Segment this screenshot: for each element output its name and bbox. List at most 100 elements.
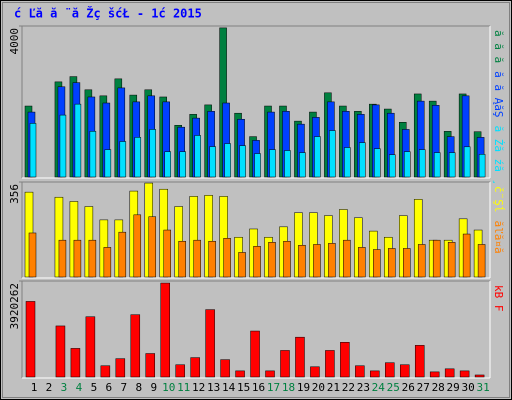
bar <box>400 364 410 378</box>
x-tick-label: 10 <box>162 381 175 394</box>
bar <box>25 301 36 378</box>
bar <box>265 370 275 378</box>
bar <box>478 154 486 178</box>
bar <box>359 142 366 178</box>
legend-entry: č¨Şĺ <box>492 186 505 213</box>
bar <box>254 153 261 178</box>
bar <box>344 147 351 178</box>
bar <box>149 129 157 178</box>
x-tick-label: 26 <box>402 381 415 394</box>
legend-entry: ă Źă źă ¸ <box>492 125 505 185</box>
bar <box>73 239 82 278</box>
bar <box>55 325 66 378</box>
x-tick-label: 4 <box>76 381 83 394</box>
bar <box>417 244 426 278</box>
x-tick-label: 3 <box>61 381 68 394</box>
bar <box>374 148 381 178</box>
bar <box>370 370 380 378</box>
legend-entry: ă ă ĄăŞ <box>492 71 505 117</box>
bar <box>474 374 485 378</box>
bar <box>477 244 486 278</box>
bar <box>253 246 261 278</box>
bar <box>29 123 37 178</box>
bar <box>429 371 440 378</box>
y-tick-label: 4000 <box>8 28 21 55</box>
bar <box>313 244 321 278</box>
bar <box>178 240 186 278</box>
bar <box>373 249 381 278</box>
bar <box>343 239 351 278</box>
bar <box>444 368 455 378</box>
bar <box>355 365 365 378</box>
bar <box>28 232 37 278</box>
bar <box>447 242 456 278</box>
x-tick-label: 7 <box>121 381 128 394</box>
x-tick-label: 15 <box>237 381 250 394</box>
bar <box>329 130 336 178</box>
bar <box>59 114 67 178</box>
bar <box>103 247 112 278</box>
x-tick-label: 31 <box>476 381 489 394</box>
bar <box>194 135 201 178</box>
x-tick-label: 23 <box>357 381 370 394</box>
bar <box>179 151 186 178</box>
bar <box>160 282 170 378</box>
x-tick-label: 20 <box>312 381 325 394</box>
x-tick-label: 30 <box>462 381 475 394</box>
bar <box>133 214 142 278</box>
bar <box>104 149 112 178</box>
bar <box>238 252 246 278</box>
bar <box>145 353 156 378</box>
bar <box>58 239 67 278</box>
x-tick-label: 5 <box>91 381 98 394</box>
bar <box>208 240 216 278</box>
bar <box>175 364 185 378</box>
bar <box>389 154 396 178</box>
x-tick-label: 25 <box>387 381 400 394</box>
bar <box>403 248 411 278</box>
x-tick-label: 6 <box>106 381 113 394</box>
x-tick-label: 24 <box>372 381 386 394</box>
bar <box>70 348 81 378</box>
bar <box>295 336 305 378</box>
bar <box>299 152 306 178</box>
bar <box>268 242 276 278</box>
bar <box>463 146 471 178</box>
bar <box>283 240 291 278</box>
bar <box>284 150 291 178</box>
x-tick-label: 13 <box>207 381 220 394</box>
bar <box>193 239 201 278</box>
x-tick-label: 27 <box>417 381 430 394</box>
legend-entry: ă ă ă <box>492 30 505 63</box>
bar <box>118 231 127 278</box>
bar <box>459 370 470 378</box>
bar <box>209 146 216 178</box>
bar <box>358 247 366 278</box>
bar <box>119 141 127 178</box>
bar <box>74 103 82 178</box>
bar <box>328 243 336 278</box>
x-tick-label: 29 <box>447 381 460 394</box>
x-tick-label: 12 <box>192 381 205 394</box>
x-tick-label: 18 <box>282 381 295 394</box>
bar <box>85 316 96 378</box>
bar <box>163 229 171 278</box>
bar <box>235 370 245 378</box>
chart-title: ć Ľă ă ¨ă Žç šćŁ - 1ć 2015 <box>14 6 202 21</box>
bar <box>130 314 141 378</box>
bar <box>205 309 215 378</box>
bar <box>269 149 276 178</box>
x-tick-label: 11 <box>177 381 190 394</box>
bar <box>115 358 126 378</box>
x-tick-label: 16 <box>252 381 265 394</box>
x-tick-label: 8 <box>135 381 142 394</box>
bar <box>325 350 335 378</box>
x-tick-label: 19 <box>297 381 310 394</box>
bar <box>134 137 142 178</box>
x-tick-label: 2 <box>46 381 53 394</box>
bar <box>433 152 441 178</box>
x-tick-label: 14 <box>222 381 236 394</box>
